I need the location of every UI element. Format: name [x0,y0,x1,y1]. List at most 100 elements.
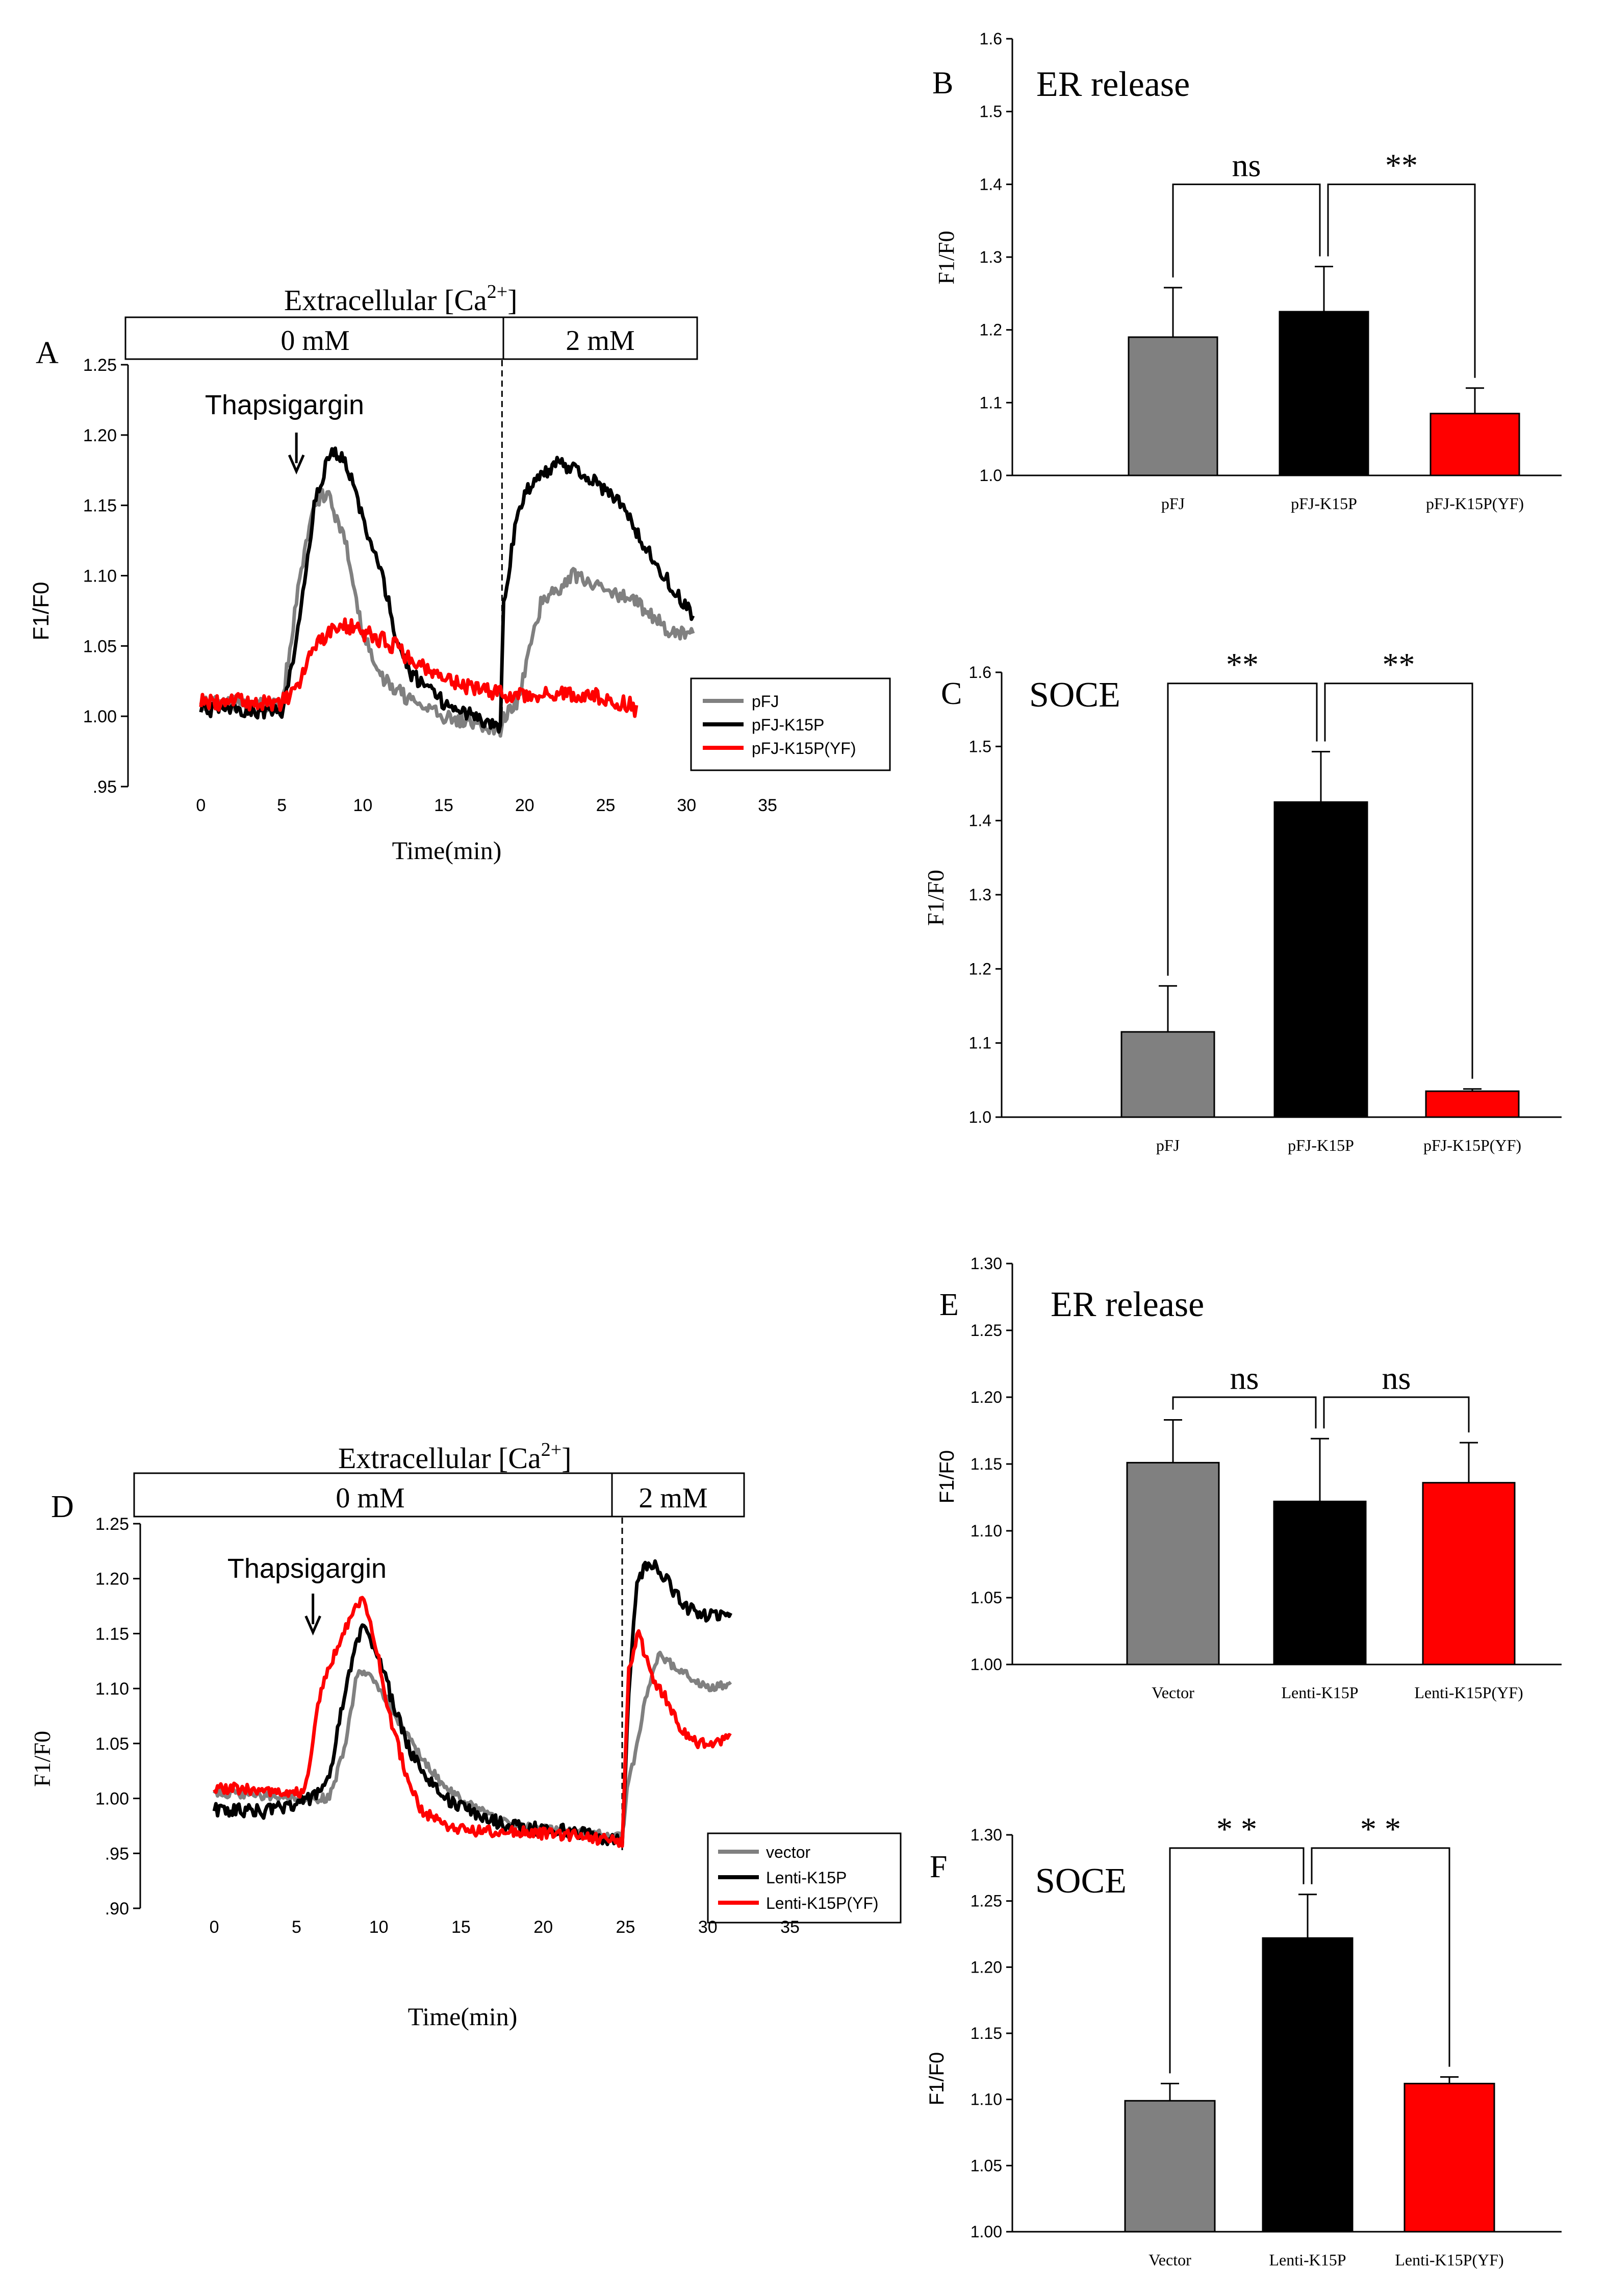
x-tick-label: 15 [434,796,453,815]
panel-f-bar-chart: F SOCE F1/F0 1.00 1.05 1.10 1.15 1.20 1.25 1.3… [926,1811,1562,2269]
y-tick-label: 1.00 [83,707,117,726]
category-label-pfj-k15p: pFJ-K15P [1291,494,1357,513]
significance-label: ** [1385,147,1418,183]
panel-d-xlabel: Time(min) [408,2002,518,2031]
y-tick-label: 1.10 [971,1522,1002,1540]
panel-e-ylabel: F1/F0 [936,1450,958,1503]
significance-label: ns [1382,1360,1411,1396]
significance-bracket [1167,683,1318,976]
y-tick-label: 1.30 [971,1826,1002,1844]
panel-a-thapsigargin-label: Thapsigargin [205,390,364,420]
y-tick-label: 1.00 [95,1789,129,1809]
bar-pfj-k15p [1273,801,1368,1118]
panel-d-header: Extracellular [Ca2+] [338,1439,572,1475]
panel-c-title: SOCE [1029,675,1120,715]
y-tick-label: 1.05 [971,2156,1002,2175]
panel-d-ylabel: F1/F0 [29,1731,55,1787]
panel-e-plot: 1.00 1.05 1.10 1.15 1.20 1.25 1.30 Vector Lenti-… [971,1254,1562,1702]
y-tick-label: 1.30 [971,1254,1002,1273]
y-tick-label: 1.10 [971,2090,1002,2109]
significance-bracket [1327,183,1476,378]
y-tick-label: 1.25 [971,1321,1002,1340]
y-tick-label: 1.15 [83,496,117,516]
panel-a-phase2-label: 2 mM [566,325,634,357]
panel-a-legend-box [690,677,891,771]
x-tick-label: 30 [677,796,696,815]
category-label-vector: Vector [1152,1683,1194,1702]
significance-bracket [1323,1396,1470,1433]
panel-a-traces [199,446,695,738]
y-tick-label: 1.3 [980,248,1002,266]
y-tick-label: 1.10 [95,1679,129,1699]
panel-d-thapsigargin-arrow-icon [304,1594,321,1636]
x-tick-label: 35 [758,796,777,815]
trace-lenti-k15p [212,1559,733,1848]
y-tick-label: 1.3 [969,886,991,904]
significance-label: * * [1360,1811,1401,1847]
y-tick-label: 1.15 [971,2024,1002,2042]
bar-lenti-k15p [1262,1937,1354,2233]
category-label-lenti-k15p: Lenti-K15P [1281,1683,1358,1702]
legend-label-vector: vector [766,1843,810,1861]
panel-e-title: ER release [1051,1285,1204,1324]
significance-label: ** [1383,646,1415,683]
y-tick-label: 1.1 [969,1034,991,1052]
panel-c-letter: C [941,676,962,711]
trace-pfj-k15p-yf [199,617,639,718]
panel-d-legend-box [707,1832,902,1924]
bar-pfj [1120,1031,1215,1118]
bar-pfj-k15p [1279,311,1369,476]
x-tick-label: 5 [292,1917,301,1937]
legend-label-pfj-k15p-yf: pFJ-K15P(YF) [752,739,856,758]
y-tick-label: 1.25 [83,356,117,375]
category-label-vector: Vector [1148,2251,1191,2269]
significance-label: ns [1232,147,1261,183]
x-tick-label: 0 [196,796,206,815]
category-label-lenti-k15p-yf: Lenti-K15P(YF) [1395,2251,1503,2269]
panel-a-xlabel: Time(min) [392,836,502,865]
panel-b-plot: 1.0 1.1 1.2 1.3 1.4 1.5 1.6 pFJ pFJ-K15P pFJ-K15P… [980,30,1562,513]
trace-lenti-k15p-yf [213,1596,732,1848]
x-tick-label: 15 [451,1917,471,1937]
panel-f-title: SOCE [1035,1861,1127,1901]
significance-bracket [1172,183,1321,277]
y-tick-label: 1.4 [969,812,991,830]
panel-f-plot: 1.00 1.05 1.10 1.15 1.20 1.25 1.30 Vector Lenti-… [971,1811,1562,2269]
y-tick-label: 1.0 [980,466,1002,485]
y-tick-label: 1.20 [971,1958,1002,1976]
bar-pfj [1128,336,1218,476]
bar-lenti-k15p-yf [1422,1482,1516,1666]
trace-pfj-k15p [199,446,695,734]
y-tick-label: 1.0 [969,1108,991,1126]
panel-b-title: ER release [1036,65,1190,104]
category-label-pfj-k15p-yf: pFJ-K15P(YF) [1423,1136,1521,1154]
panel-b-ylabel: F1/F0 [934,231,959,284]
bar-vector [1124,2100,1216,2233]
arrow-head [304,1615,321,1636]
x-tick-label: 5 [277,796,287,815]
x-tick-label: 10 [353,796,372,815]
panel-a-header: Extracellular [Ca2+] [284,281,518,317]
x-tick-label: 25 [616,1917,635,1937]
y-tick-label: 1.2 [969,960,991,978]
significance-bracket [1169,1847,1305,2074]
legend-label-pfj: pFJ [752,692,779,711]
category-label-pfj: pFJ [1161,494,1185,513]
y-tick-label: .90 [105,1899,129,1919]
y-tick-label: .95 [93,777,117,797]
category-label-pfj: pFJ [1156,1136,1180,1154]
panel-d-thapsigargin-label: Thapsigargin [227,1553,387,1584]
y-tick-label: 1.10 [83,567,117,586]
panel-a-line-chart: A Extracellular [Ca2+] 0 mM 2 mM Thapsig… [29,281,891,865]
bar-lenti-k15p-yf [1403,2083,1495,2233]
y-tick-label: 1.20 [95,1570,129,1589]
x-tick-label: 25 [596,796,616,815]
panel-a-axes: .95 1.00 1.05 1.10 1.15 1.20 1.25 0 5 10 15 20 25 30 3… [83,356,777,815]
x-tick-label: 20 [533,1917,553,1937]
bar-pfj-k15p-yf [1425,1090,1520,1118]
panel-e-bar-chart: E ER release F1/F0 1.001.051.101.151.201… [936,1254,1562,1702]
panel-a-thapsigargin-arrow-icon [288,433,305,475]
significance-bracket [1172,1396,1317,1429]
x-tick-label: 20 [515,796,534,815]
